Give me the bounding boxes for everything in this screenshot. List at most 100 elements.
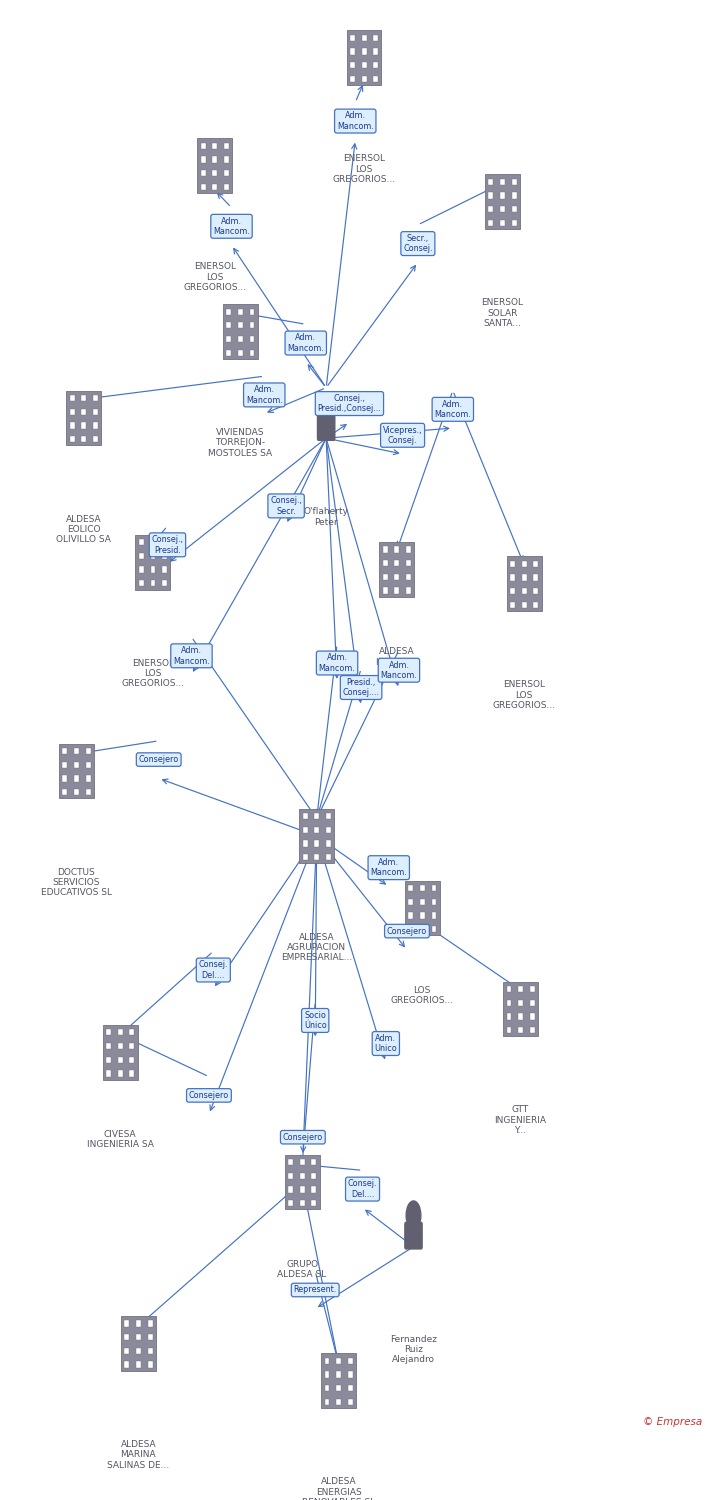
FancyBboxPatch shape — [285, 1155, 320, 1209]
Bar — [130, 1056, 135, 1064]
FancyBboxPatch shape — [347, 30, 381, 86]
FancyBboxPatch shape — [503, 981, 538, 1036]
Bar — [151, 580, 156, 586]
Bar — [512, 178, 517, 184]
Bar — [325, 1371, 330, 1378]
Bar — [201, 170, 206, 177]
Bar — [224, 170, 229, 177]
Bar — [420, 898, 425, 904]
FancyBboxPatch shape — [321, 1353, 356, 1408]
Bar — [74, 748, 79, 754]
Bar — [348, 1371, 353, 1378]
Bar — [500, 206, 505, 213]
Bar — [63, 789, 68, 795]
Bar — [326, 853, 331, 861]
Bar — [124, 1347, 130, 1354]
Text: Consejero: Consejero — [387, 927, 427, 936]
FancyBboxPatch shape — [197, 138, 232, 194]
Bar — [288, 1160, 293, 1166]
Bar — [124, 1334, 130, 1341]
Bar — [326, 813, 331, 819]
Bar — [63, 776, 68, 782]
Bar — [118, 1070, 123, 1077]
Bar — [136, 1347, 141, 1354]
Bar — [408, 926, 414, 933]
Bar — [162, 580, 167, 586]
Bar — [348, 1358, 353, 1364]
Bar — [93, 394, 98, 402]
Text: Consej.,
Presid.,Consej...: Consej., Presid.,Consej... — [317, 394, 381, 414]
Bar — [507, 1014, 512, 1020]
Bar — [395, 560, 400, 567]
Bar — [518, 999, 523, 1006]
Bar — [226, 350, 232, 355]
Bar — [106, 1056, 111, 1064]
Text: Adm.
Mancom.: Adm. Mancom. — [213, 216, 250, 236]
Bar — [238, 336, 243, 342]
Text: ALDESA
AGRUPACION
EMPRESARIAL...: ALDESA AGRUPACION EMPRESARIAL... — [281, 933, 352, 963]
Bar — [348, 1384, 353, 1392]
Bar — [420, 926, 425, 933]
Bar — [488, 206, 494, 213]
Bar — [336, 1371, 341, 1378]
Bar — [534, 588, 539, 594]
Bar — [348, 1400, 353, 1406]
Text: Consejero: Consejero — [138, 754, 179, 764]
Bar — [406, 560, 411, 567]
Bar — [162, 538, 167, 546]
Bar — [500, 220, 505, 226]
Text: Fernandez
Ruiz
Alejandro: Fernandez Ruiz Alejandro — [390, 1335, 437, 1365]
Bar — [130, 1070, 135, 1077]
Text: Presid.,
Consej....: Presid., Consej.... — [343, 678, 379, 698]
Bar — [148, 1362, 153, 1368]
Text: Adm.
Mancom.: Adm. Mancom. — [435, 399, 471, 418]
Text: Consejero: Consejero — [189, 1090, 229, 1100]
Bar — [518, 1014, 523, 1020]
Text: Consejero: Consejero — [282, 1132, 323, 1142]
Text: ENERSOL
LOS
GREGORIOS...: ENERSOL LOS GREGORIOS... — [493, 681, 555, 710]
Text: DOCTUS
SERVICIOS
EDUCATIVOS SL: DOCTUS SERVICIOS EDUCATIVOS SL — [41, 867, 112, 897]
Bar — [213, 142, 218, 148]
Bar — [63, 762, 68, 768]
Bar — [118, 1042, 123, 1048]
Bar — [488, 192, 494, 200]
Bar — [432, 898, 437, 904]
Bar — [406, 588, 411, 594]
Bar — [314, 853, 320, 861]
Bar — [432, 912, 437, 918]
Bar — [362, 34, 367, 40]
Bar — [395, 546, 400, 552]
Bar — [70, 408, 75, 416]
Bar — [226, 309, 232, 315]
Bar — [362, 62, 367, 69]
Bar — [312, 1186, 317, 1192]
Text: GRUPO
ALDESA SL: GRUPO ALDESA SL — [277, 1260, 327, 1280]
Bar — [136, 1362, 141, 1368]
FancyBboxPatch shape — [379, 542, 414, 597]
Bar — [118, 1029, 123, 1035]
Bar — [86, 776, 91, 782]
Bar — [201, 156, 206, 162]
Bar — [86, 762, 91, 768]
Bar — [530, 999, 535, 1006]
Bar — [510, 602, 515, 608]
Text: Consej.,
Secr.: Consej., Secr. — [270, 496, 302, 516]
Bar — [420, 885, 425, 891]
Bar — [74, 762, 79, 768]
Bar — [250, 336, 255, 342]
Bar — [534, 574, 539, 580]
Text: CIVESA
INGENIERIA SA: CIVESA INGENIERIA SA — [87, 1130, 154, 1149]
Bar — [383, 588, 388, 594]
FancyBboxPatch shape — [135, 534, 170, 590]
Bar — [325, 1384, 330, 1392]
Bar — [350, 34, 355, 40]
Text: VIVIENDAS
TORREJON-
MOSTOLES SA: VIVIENDAS TORREJON- MOSTOLES SA — [208, 427, 272, 458]
Bar — [408, 898, 414, 904]
Bar — [488, 178, 494, 184]
Bar — [512, 206, 517, 213]
Bar — [201, 142, 206, 148]
Bar — [213, 184, 218, 190]
Text: Adm.
Mancom.: Adm. Mancom. — [381, 660, 417, 680]
Bar — [288, 1173, 293, 1179]
Bar — [303, 813, 308, 819]
